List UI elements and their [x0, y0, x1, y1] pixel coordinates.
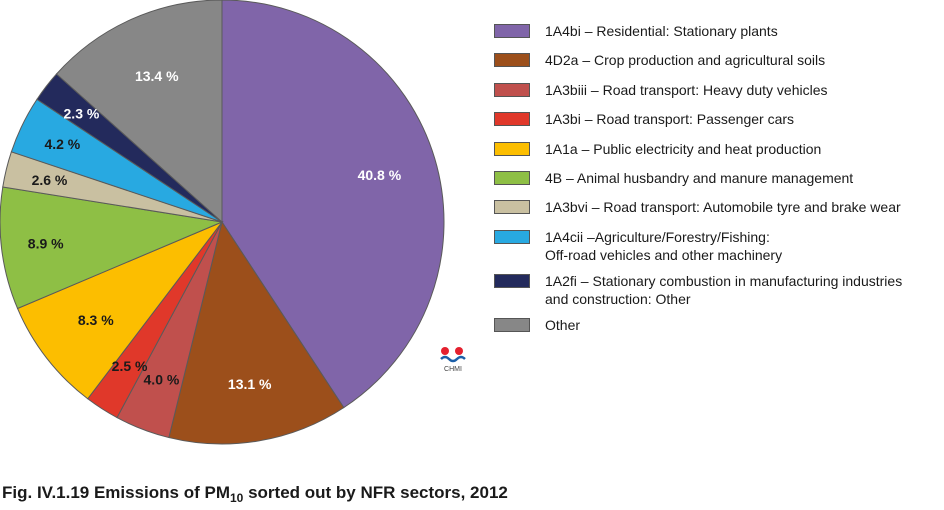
figure-caption: Fig. IV.1.19 Emissions of PM10 sorted ou…: [2, 483, 508, 505]
legend-swatch: [494, 112, 530, 126]
caption-subscript: 10: [230, 491, 244, 505]
legend-item: 4B – Animal husbandry and manure managem…: [494, 169, 853, 187]
legend-swatch: [494, 200, 530, 214]
legend-label: Other: [545, 317, 581, 333]
slice-value-label: 8.3 %: [78, 312, 114, 328]
legend-label: 1A3biii – Road transport: Heavy duty veh…: [545, 82, 828, 98]
slice-value-label: 4.0 %: [144, 371, 180, 387]
caption-suffix: sorted out by NFR sectors, 2012: [243, 483, 508, 502]
pie-slice: [16, 220, 224, 400]
legend-item: 1A4bi – Residential: Stationary plants: [494, 22, 778, 40]
caption-prefix: Fig. IV.1.19 Emissions of PM: [2, 483, 230, 502]
legend-item: 1A1a – Public electricity and heat produ…: [494, 140, 821, 158]
legend-swatch: [494, 274, 530, 288]
legend-label: 1A4bi – Residential: Stationary plants: [545, 23, 778, 39]
legend-swatch: [494, 83, 530, 97]
legend-item: Other: [494, 316, 580, 334]
legend-swatch: [494, 318, 530, 332]
legend-label: 1A4cii –Agriculture/Forestry/Fishing: Of…: [545, 229, 783, 263]
legend-label: 4B – Animal husbandry and manure managem…: [545, 170, 854, 186]
legend-swatch: [494, 142, 530, 156]
pie-slice: [0, 186, 224, 310]
legend-item: 1A3bvi – Road transport: Automobile tyre…: [494, 198, 901, 216]
legend-label: 1A3bi – Road transport: Passenger cars: [545, 111, 795, 127]
legend-label: 4D2a – Crop production and agricultural …: [545, 52, 826, 68]
legend-label: 1A2fi – Stationary combustion in manufac…: [545, 273, 903, 307]
legend-item: 1A4cii –Agriculture/Forestry/Fishing: Of…: [494, 228, 782, 264]
slice-value-label: 2.5 %: [112, 358, 148, 374]
legend-item: 1A2fi – Stationary combustion in manufac…: [494, 272, 902, 308]
pie-slice: [55, 0, 223, 224]
legend-item: 1A3biii – Road transport: Heavy duty veh…: [494, 81, 827, 99]
slice-value-label: 2.3 %: [64, 105, 100, 121]
legend-swatch: [494, 53, 530, 67]
legend-swatch: [494, 24, 530, 38]
slice-value-label: 13.4 %: [135, 68, 179, 84]
pie-slice: [168, 220, 345, 445]
slice-value-label: 40.8 %: [358, 167, 402, 183]
slice-value-label: 4.2 %: [44, 136, 80, 152]
legend-label: 1A3bvi – Road transport: Automobile tyre…: [545, 199, 901, 215]
slice-value-label: 8.9 %: [28, 235, 64, 251]
slice-value-label: 13.1 %: [228, 376, 272, 392]
legend-item: 4D2a – Crop production and agricultural …: [494, 51, 825, 69]
chmi-logo: [437, 345, 469, 375]
legend-swatch: [494, 171, 530, 185]
chmi-logo-text: CHMI: [444, 366, 462, 373]
legend-item: 1A3bi – Road transport: Passenger cars: [494, 110, 794, 128]
legend-label: 1A1a – Public electricity and heat produ…: [545, 141, 822, 157]
slice-value-label: 2.6 %: [32, 172, 68, 188]
legend-swatch: [494, 230, 530, 244]
